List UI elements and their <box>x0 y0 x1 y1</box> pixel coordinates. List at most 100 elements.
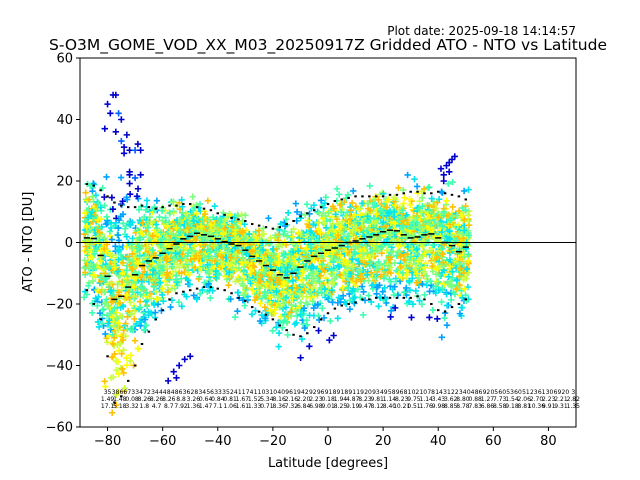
scatter-point <box>211 202 218 210</box>
x-tick-label: 20 <box>375 434 392 449</box>
scatter-point <box>163 219 170 226</box>
plot-date-text: Plot date: 2025-09-18 14:14:57 <box>387 24 576 38</box>
scatter-point <box>157 279 164 286</box>
scatter-point <box>205 253 212 260</box>
scatter-point <box>105 317 113 324</box>
scatter-point <box>178 214 185 221</box>
scatter-point <box>141 316 149 323</box>
scatter-point <box>206 216 213 223</box>
scatter-point <box>97 247 105 255</box>
scatter-point <box>156 213 163 221</box>
scatter-point <box>122 332 129 340</box>
scatter-point <box>197 259 204 267</box>
scatter-point <box>94 239 101 247</box>
bin-stat-label: 8.7 <box>164 403 174 410</box>
scatter-point <box>177 242 184 249</box>
bin-stat-label: 10 <box>419 389 427 396</box>
scatter-point <box>124 313 131 321</box>
scatter-point <box>88 309 96 317</box>
scatter-point <box>115 289 122 296</box>
bin-stat-label: 51 <box>522 389 530 396</box>
bin-stat-label: 03 <box>262 389 270 396</box>
scatter-point <box>172 268 179 275</box>
scatter-point <box>98 320 106 327</box>
scatter-point <box>127 299 134 306</box>
scatter-point <box>138 263 146 271</box>
scatter-point <box>153 221 160 228</box>
bin-stat-label: 20 <box>364 389 372 396</box>
scatter-point <box>115 272 122 279</box>
scatter-point <box>123 233 130 240</box>
scatter-point <box>96 310 104 317</box>
scatter-point <box>148 310 156 318</box>
bin-stat-label: 8.26 <box>162 396 176 403</box>
scatter-point <box>111 350 118 358</box>
bin-stat-label: 38 <box>112 389 120 396</box>
scatter-point <box>82 189 89 196</box>
bin-stat-label: 3.32 <box>125 403 139 410</box>
bin-stat-label: 1.47 <box>199 403 213 410</box>
scatter-point <box>170 198 177 205</box>
bin-stat-label: 74 <box>246 389 254 396</box>
scatter-point <box>99 184 106 192</box>
scatter-point <box>175 299 183 306</box>
scatter-point <box>124 253 131 260</box>
scatter-point <box>181 240 188 247</box>
scatter-point <box>94 216 102 224</box>
scatter-point <box>173 260 181 268</box>
scatter-point <box>96 229 103 236</box>
bin-stat-label: 96 <box>285 389 293 396</box>
scatter-point <box>166 276 173 284</box>
scatter-point <box>178 269 185 277</box>
scatter-point <box>204 197 212 204</box>
bin-stat-label: 11 <box>238 389 246 396</box>
scatter-point <box>140 285 147 293</box>
scatter-point <box>134 185 142 192</box>
scatter-point <box>115 370 123 378</box>
scatter-point <box>137 274 144 281</box>
scatter-point <box>148 295 155 302</box>
scatter-point <box>137 304 144 311</box>
scatter-point <box>100 305 107 313</box>
scatter-point <box>119 365 126 373</box>
scatter-point <box>173 224 180 232</box>
scatter-point <box>149 260 157 267</box>
scatter-point <box>136 234 144 241</box>
bin-stat-label: 7.1 <box>213 403 223 410</box>
scatter-point <box>143 302 151 310</box>
scatter-point <box>94 200 102 207</box>
scatter-point <box>171 256 178 264</box>
x-tick-label: −40 <box>204 434 231 449</box>
scatter-point <box>104 302 112 309</box>
scatter-point <box>178 303 186 310</box>
scatter-point <box>115 388 122 396</box>
scatter-point <box>144 218 152 225</box>
y-axis-label: ATO - NTO [DU] <box>21 192 36 293</box>
scatter-point <box>157 229 165 236</box>
bin-stat-label: 24 <box>230 389 238 396</box>
scatter-point <box>110 374 117 381</box>
scatter-point <box>128 272 135 279</box>
scatter-point <box>129 288 136 296</box>
scatter-point <box>84 257 92 265</box>
bin-stat-label: 44 <box>159 389 167 396</box>
bin-stat-label: 53 <box>506 389 514 396</box>
bin-stat-label: 92 <box>309 389 317 396</box>
scatter-point <box>89 187 96 195</box>
scatter-point <box>102 249 110 256</box>
scatter-point <box>111 258 118 266</box>
bin-stat-label: 14 <box>435 389 443 396</box>
scatter-point <box>112 243 119 250</box>
scatter-point <box>119 198 126 205</box>
scatter-point <box>116 312 124 319</box>
y-tick-label: 0 <box>65 236 73 251</box>
scatter-point <box>108 409 116 416</box>
bin-stat-label: 20 <box>562 389 570 396</box>
bin-stat-label: 34 <box>459 389 467 396</box>
scatter-point <box>165 236 173 243</box>
bin-stat-label: 35 <box>104 389 112 396</box>
bin-stat-label: 96 <box>396 389 404 396</box>
scatter-point <box>97 204 104 211</box>
scatter-point <box>186 281 193 288</box>
bin-stat-label: 93 <box>372 389 380 396</box>
